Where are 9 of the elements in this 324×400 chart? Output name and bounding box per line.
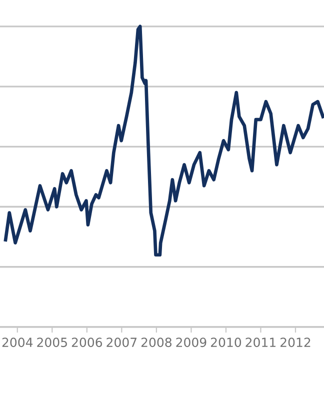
x-tick-label: 2011 [246, 338, 276, 348]
x-tick-label: 2009 [176, 338, 206, 348]
x-tick-label: 2010 [210, 338, 242, 348]
x-tick-label: 2012 [280, 338, 310, 348]
x-tick-label: 2005 [37, 338, 67, 348]
x-tick-label: 2006 [72, 338, 102, 348]
x-tick-label: 2007 [106, 338, 137, 348]
x-tick-label: 2004 [2, 338, 33, 348]
x-tick-label: 2008 [141, 338, 172, 348]
